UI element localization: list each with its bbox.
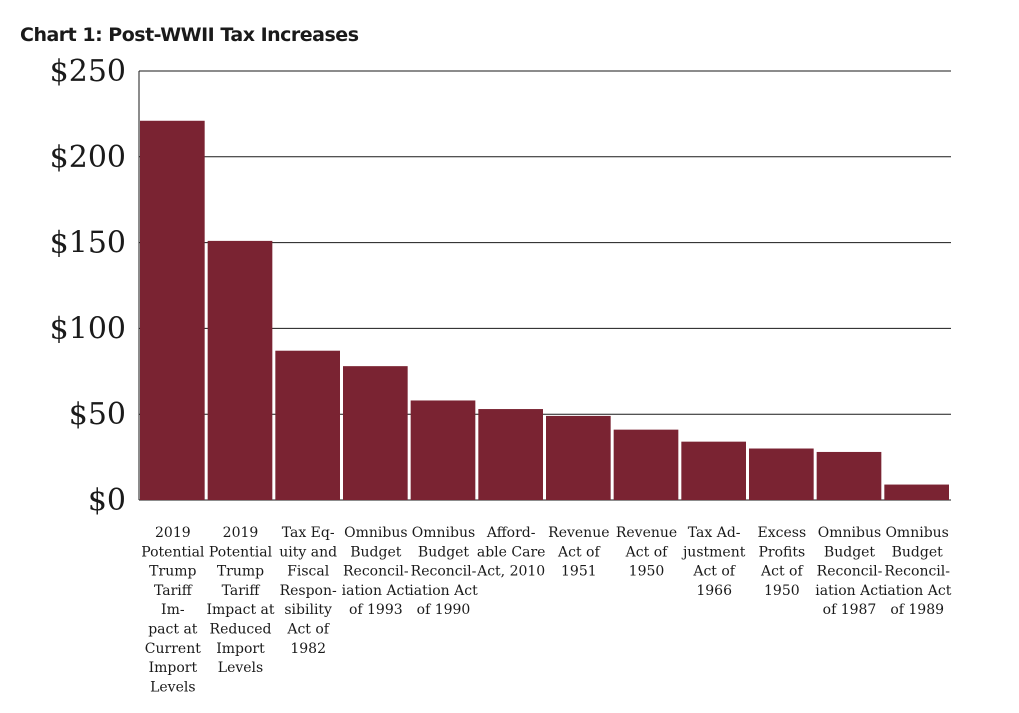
bar: [546, 415, 611, 500]
bar: [478, 409, 543, 500]
y-tick-label: $100: [50, 311, 126, 346]
x-tick-label: Omnibus Budget Reconcil-iation Act of 1989: [883, 525, 952, 618]
bar: [613, 429, 679, 500]
x-tick-label: Excess Profits Act of 1950: [758, 525, 807, 599]
bar: [343, 366, 408, 500]
x-tick-label: Omnibus Budget Reconcil-iation Act of 1990: [409, 525, 478, 618]
x-tick-label: Tax Eq-uity and Fiscal Respon-sibility Act …: [279, 525, 337, 657]
x-tick-label: Revenue Act of 1950: [616, 525, 677, 580]
bar: [140, 120, 205, 500]
x-tick-label: Afford-able Care Act, 2010: [476, 525, 545, 580]
y-tick-label: $0: [88, 483, 126, 518]
bar: [410, 400, 476, 500]
gridlines: [139, 70, 951, 501]
bar: [816, 451, 882, 500]
bar: [275, 350, 340, 500]
x-axis-labels: 2019 Potential Trump Tariff Im-pact at Curren…: [141, 525, 951, 695]
y-tick-label: $150: [50, 226, 126, 261]
y-axis: $0 $50 $100 $150 $200 $250: [50, 54, 140, 518]
chart-title: Chart 1: Post-WWII Tax Increases: [20, 24, 359, 46]
bar: [207, 240, 273, 500]
y-tick-label: $50: [69, 397, 126, 432]
bars: [140, 120, 949, 500]
bar: [681, 441, 746, 500]
x-tick-label: Tax Ad-justment Act of 1966: [681, 525, 746, 599]
y-tick-label: $200: [50, 140, 126, 175]
x-tick-label: 2019 Potential Trump Tariff Im-pact at Curren…: [141, 525, 205, 695]
x-tick-label: 2019 Potential Trump Tariff Impact at Reduced…: [206, 525, 274, 676]
x-tick-label: Omnibus Budget Reconcil-iation Act of 1987: [815, 525, 884, 618]
bar: [884, 484, 949, 500]
x-tick-label: Revenue Act of 1951: [548, 525, 609, 580]
y-tick-label: $250: [50, 54, 126, 89]
x-tick-label: Omnibus Budget Reconcil-iation Act of 1993: [342, 525, 411, 618]
bar: [749, 448, 814, 500]
